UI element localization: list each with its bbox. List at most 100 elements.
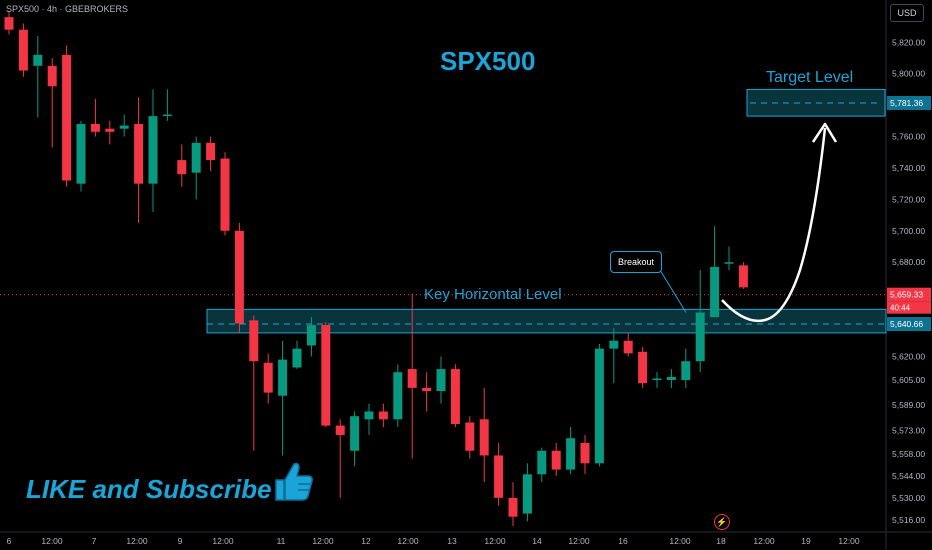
x-tick-label: 11 bbox=[277, 536, 286, 546]
candle-body bbox=[364, 411, 374, 420]
candle-body bbox=[436, 369, 446, 392]
candle-body bbox=[580, 442, 590, 464]
candle-body bbox=[263, 362, 273, 393]
target-price-badge-bg bbox=[887, 95, 931, 110]
projection-arrowhead bbox=[811, 122, 838, 143]
candle-body bbox=[76, 123, 86, 184]
x-tick-label: 12:00 bbox=[212, 536, 234, 546]
candle-body bbox=[508, 497, 518, 517]
candle-body bbox=[594, 348, 604, 464]
candle-body bbox=[47, 65, 57, 87]
candle-body bbox=[738, 265, 748, 288]
y-tick-label: 5,700.00 bbox=[892, 226, 925, 236]
candle-body bbox=[465, 422, 475, 451]
y-tick-label: 5,573.00 bbox=[892, 425, 925, 435]
candle-body bbox=[695, 312, 705, 362]
candle-body bbox=[278, 359, 288, 396]
candle-body bbox=[710, 266, 720, 318]
candle-body bbox=[220, 158, 230, 231]
key-price-badge-bg bbox=[887, 317, 931, 332]
candle-body bbox=[90, 123, 100, 132]
x-tick-label: 12:00 bbox=[312, 536, 334, 546]
candle-body bbox=[537, 450, 547, 475]
current-price-badge: 5,659.33 bbox=[890, 290, 923, 300]
candle-body bbox=[551, 450, 561, 470]
candle-body bbox=[522, 474, 532, 514]
candle-body bbox=[335, 425, 345, 436]
x-tick-label: 12:00 bbox=[484, 536, 506, 546]
candle-body bbox=[191, 142, 201, 173]
y-tick-label: 5,558.00 bbox=[892, 449, 925, 459]
symbol-info: SPX500 · 4h · GBEBROKERS bbox=[6, 4, 129, 14]
candle-body bbox=[393, 372, 403, 420]
candle-body bbox=[177, 160, 187, 175]
candle-body bbox=[623, 340, 633, 354]
x-tick-label: 7 bbox=[92, 536, 97, 546]
candle-body bbox=[134, 123, 144, 184]
x-tick-label: 16 bbox=[618, 536, 628, 546]
candle-body bbox=[652, 378, 662, 381]
x-tick-label: 12:00 bbox=[41, 536, 63, 546]
x-tick-label: 6 bbox=[7, 536, 12, 546]
lightning-icon[interactable]: ⚡ bbox=[714, 514, 730, 530]
candle-body bbox=[666, 376, 676, 381]
x-tick-label: 12:00 bbox=[568, 536, 590, 546]
x-tick-label: 12:00 bbox=[669, 536, 691, 546]
key-price-badge: 5,640.66 bbox=[890, 319, 923, 329]
x-tick-label: 14 bbox=[532, 536, 542, 546]
y-tick-label: 5,589.00 bbox=[892, 400, 925, 410]
candle-body bbox=[378, 411, 388, 420]
candle-body bbox=[148, 116, 158, 184]
candle-body bbox=[566, 438, 576, 470]
x-tick-label: 12:00 bbox=[397, 536, 419, 546]
x-tick-label: 12 bbox=[361, 536, 371, 546]
candle-body bbox=[306, 325, 316, 346]
countdown-label: 40:44 bbox=[890, 304, 911, 313]
x-tick-label: 19 bbox=[801, 536, 811, 546]
candle-body bbox=[450, 369, 460, 425]
chart-title: SPX500 bbox=[440, 46, 536, 76]
currency-button[interactable]: USD bbox=[890, 4, 924, 22]
candle-body bbox=[105, 128, 115, 132]
candle-body bbox=[18, 29, 28, 71]
y-tick-label: 5,605.00 bbox=[892, 375, 925, 385]
x-tick-label: 18 bbox=[716, 536, 726, 546]
candle-body bbox=[62, 54, 72, 181]
projection-curve bbox=[721, 127, 827, 323]
x-tick-label: 13 bbox=[447, 536, 457, 546]
y-tick-label: 5,530.00 bbox=[892, 493, 925, 503]
current-price-badge-sub-bg bbox=[887, 301, 931, 314]
candle-body bbox=[119, 125, 129, 129]
x-tick-label: 12:00 bbox=[753, 536, 775, 546]
y-tick-label: 5,516.00 bbox=[892, 515, 925, 525]
candle-body bbox=[234, 230, 244, 324]
y-tick-label: 5,620.00 bbox=[892, 351, 925, 361]
candle-body bbox=[350, 416, 360, 451]
candle-body bbox=[681, 361, 691, 381]
candle-body bbox=[638, 351, 648, 384]
y-tick-label: 5,820.00 bbox=[892, 37, 925, 47]
candle-body bbox=[724, 262, 734, 264]
x-tick-label: 12:00 bbox=[838, 536, 860, 546]
candle-body bbox=[33, 54, 43, 66]
y-tick-label: 5,680.00 bbox=[892, 257, 925, 267]
candle-body bbox=[407, 369, 417, 388]
thumbs-up-icon bbox=[275, 462, 313, 501]
x-tick-label: 9 bbox=[178, 536, 183, 546]
candle-body bbox=[321, 325, 331, 426]
current-price-badge-bg bbox=[887, 287, 931, 302]
candle-body bbox=[494, 455, 504, 498]
y-tick-label: 5,544.00 bbox=[892, 471, 925, 481]
x-tick-label: 12:00 bbox=[126, 536, 148, 546]
candle-body bbox=[422, 387, 432, 392]
y-tick-label: 5,740.00 bbox=[892, 163, 925, 173]
candle-body bbox=[206, 142, 216, 161]
subscribe-cta: LIKE and Subscribe bbox=[26, 474, 272, 504]
candle-body bbox=[609, 340, 619, 349]
target-price-badge: 5,781.36 bbox=[890, 98, 923, 108]
y-tick-label: 5,760.00 bbox=[892, 132, 925, 142]
candle-body bbox=[162, 114, 172, 117]
candle-body bbox=[292, 348, 302, 368]
target-level-label: Target Level bbox=[766, 69, 854, 86]
